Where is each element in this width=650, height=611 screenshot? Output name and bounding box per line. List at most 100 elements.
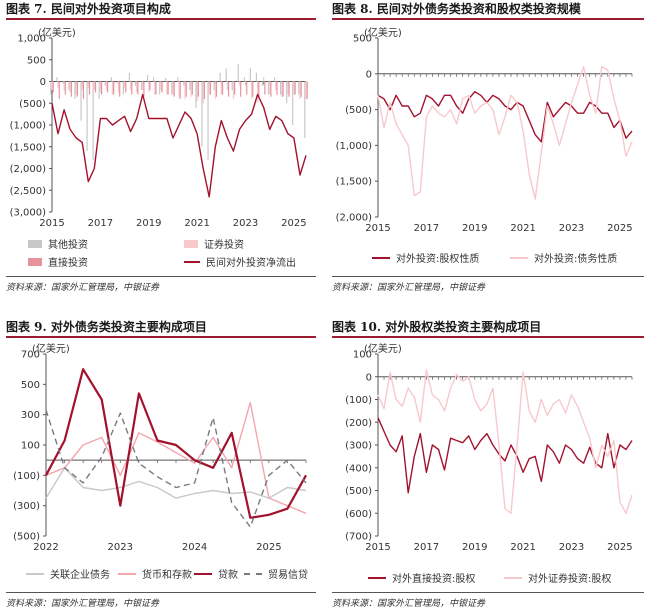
x-tick-label: 2021	[184, 218, 209, 229]
bar	[80, 81, 82, 121]
x-tick-label: 2015	[365, 542, 390, 553]
series-line	[45, 401, 307, 514]
bar	[153, 77, 155, 82]
bar	[249, 68, 251, 82]
x-tick-label: 2024	[182, 542, 207, 553]
bar	[105, 81, 108, 91]
unit-label: (亿美元)	[364, 26, 402, 39]
y-tick-label: 100	[353, 350, 372, 361]
bar	[294, 81, 296, 95]
source-rule	[332, 276, 644, 277]
bar	[185, 81, 187, 97]
x-tick-label: 2015	[39, 218, 64, 229]
unit-label: (亿美元)	[38, 26, 76, 39]
series-line	[377, 90, 633, 143]
bar	[148, 81, 150, 93]
legend-label: 直接投资	[48, 258, 88, 269]
y-tick-label: (200)	[345, 418, 372, 429]
bar	[87, 81, 89, 89]
legend-label: 贷款	[218, 570, 238, 581]
bar	[209, 81, 212, 95]
bar	[190, 81, 192, 97]
bar	[51, 81, 53, 91]
series-line	[45, 467, 307, 499]
bar	[58, 81, 60, 99]
bar	[134, 81, 137, 86]
bar	[275, 81, 277, 91]
x-tick-label: 2015	[365, 223, 390, 234]
legend-item: 关联企业债务	[26, 566, 110, 581]
bar	[227, 81, 230, 97]
legend-swatch	[184, 239, 198, 248]
bar	[93, 81, 95, 91]
bar	[238, 81, 241, 86]
x-tick-label: 2021	[510, 223, 535, 234]
bar	[237, 64, 239, 82]
bar	[179, 81, 181, 99]
bar	[240, 81, 242, 97]
legend-item: 其他投资	[28, 236, 88, 251]
bar	[137, 81, 139, 95]
bar	[130, 81, 132, 91]
bar	[165, 78, 167, 82]
bar	[304, 81, 306, 139]
y-tick-label: 0	[40, 77, 46, 88]
legend-swatch	[244, 572, 262, 575]
bar	[69, 81, 71, 93]
bar	[123, 81, 126, 89]
chart-title: 图表 10. 对外股权类投资主要构成项目	[332, 320, 542, 334]
y-tick-label: (500)	[13, 532, 40, 543]
y-tick-label: (300)	[13, 501, 40, 512]
chart-panel-9: 图表 9. 对外债务类投资主要构成项目 (亿美元) 700 500 300 100 (10…	[6, 318, 316, 611]
series-line	[377, 417, 633, 494]
bar	[107, 81, 109, 93]
y-tick-label: 300	[21, 410, 40, 421]
legend-swatch	[28, 239, 42, 248]
bar	[50, 81, 52, 95]
bar	[214, 81, 216, 99]
bar	[292, 81, 294, 125]
bar	[281, 81, 283, 97]
bar	[231, 81, 233, 91]
bar	[234, 81, 236, 95]
y-tick-label: (100)	[13, 471, 40, 482]
bar	[293, 81, 295, 95]
chart-9-plot: (亿美元)700 500 300 100 (100) (300) (500)2022 2023…	[13, 342, 307, 553]
bar	[287, 81, 289, 95]
bar	[68, 81, 70, 91]
chart-title: 图表 7. 民间对外投资项目构成	[6, 2, 171, 16]
y-tick-label: (100)	[345, 395, 372, 406]
bar	[191, 81, 193, 95]
bar	[178, 81, 180, 97]
title-rule	[6, 336, 316, 338]
bar	[197, 81, 199, 97]
bar	[88, 81, 91, 95]
source-note: 资料来源：国家外汇管理局，中银证券	[332, 283, 486, 293]
chart-legend: 对外直接投资:股权 对外证券投资:股权	[332, 570, 644, 586]
legend-item: 货币和存款	[118, 566, 192, 581]
chart-panel-7: 图表 7. 民间对外投资项目构成 (亿美元) 1,000 500 0 (500) (1,0…	[6, 0, 316, 300]
bar	[140, 81, 143, 91]
x-tick-label: 2025	[607, 542, 632, 553]
bar	[94, 81, 97, 93]
bar	[100, 81, 103, 95]
bar	[213, 81, 215, 91]
bar	[270, 81, 272, 97]
legend-swatch	[510, 256, 528, 259]
title-rule	[332, 18, 644, 20]
bar	[257, 81, 259, 104]
bar	[110, 77, 112, 82]
x-tick-label: 2019	[462, 542, 487, 553]
title-rule	[6, 18, 316, 20]
legend-label: 对外投资:股权性质	[396, 254, 480, 265]
chart-7-plot: (亿美元)1,000 500 0 (500) (1,000) (1,500) (2,000)…	[10, 26, 308, 229]
chart-title: 图表 9. 对外债务类投资主要构成项目	[6, 320, 207, 334]
bar	[81, 81, 83, 91]
bar	[74, 81, 76, 99]
x-tick-label: 2023	[108, 542, 133, 553]
source-rule	[6, 592, 316, 593]
y-tick-label: (2,000)	[10, 164, 47, 175]
source-rule	[6, 276, 316, 277]
legend-item: 对外直接投资:股权	[368, 570, 475, 585]
y-tick-label: 100	[21, 441, 40, 452]
